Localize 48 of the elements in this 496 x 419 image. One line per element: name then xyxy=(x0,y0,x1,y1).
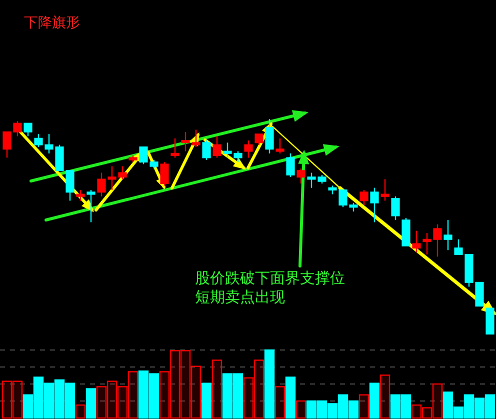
bar xyxy=(411,404,422,419)
bar xyxy=(369,382,380,419)
candlestick xyxy=(444,219,452,251)
bar xyxy=(285,376,296,419)
candlestick xyxy=(360,189,368,206)
candlestick xyxy=(76,189,85,202)
bar xyxy=(75,404,86,419)
bar xyxy=(106,380,118,419)
annotation: 短期卖点出现 xyxy=(195,288,285,306)
candlestick xyxy=(244,140,253,158)
bar xyxy=(180,350,191,419)
chart-title: 下降旗形 xyxy=(24,15,80,31)
bar xyxy=(274,386,286,419)
candlestick xyxy=(286,152,295,178)
candlestick xyxy=(276,138,284,154)
bar xyxy=(422,407,432,419)
bar xyxy=(380,374,390,419)
candlestick xyxy=(254,133,264,146)
candlestick xyxy=(265,118,274,154)
bar xyxy=(264,349,275,419)
bar xyxy=(201,382,212,419)
candlestick xyxy=(160,161,169,186)
bar xyxy=(243,377,254,419)
candlestick xyxy=(202,140,211,160)
bar xyxy=(12,380,23,419)
bar xyxy=(159,371,170,419)
bar xyxy=(190,366,202,419)
bar xyxy=(86,388,96,419)
candlestick xyxy=(212,136,222,158)
bar xyxy=(128,371,138,419)
bar xyxy=(432,383,443,419)
candlestick xyxy=(24,122,32,137)
candlestick xyxy=(391,196,400,221)
bar xyxy=(96,386,107,419)
bar xyxy=(2,380,12,419)
candlestick xyxy=(370,187,379,223)
bar xyxy=(212,360,222,419)
bar xyxy=(170,350,180,419)
candlestick xyxy=(170,138,180,158)
bar xyxy=(358,394,370,419)
bar xyxy=(296,400,306,419)
bar xyxy=(117,386,128,419)
candlestick xyxy=(86,189,96,223)
candlestick xyxy=(296,168,306,184)
candlestick xyxy=(380,178,390,202)
bar xyxy=(254,360,264,419)
candlestick xyxy=(412,230,421,253)
annotation: 股价跌破下面界支撑位 xyxy=(195,269,345,287)
